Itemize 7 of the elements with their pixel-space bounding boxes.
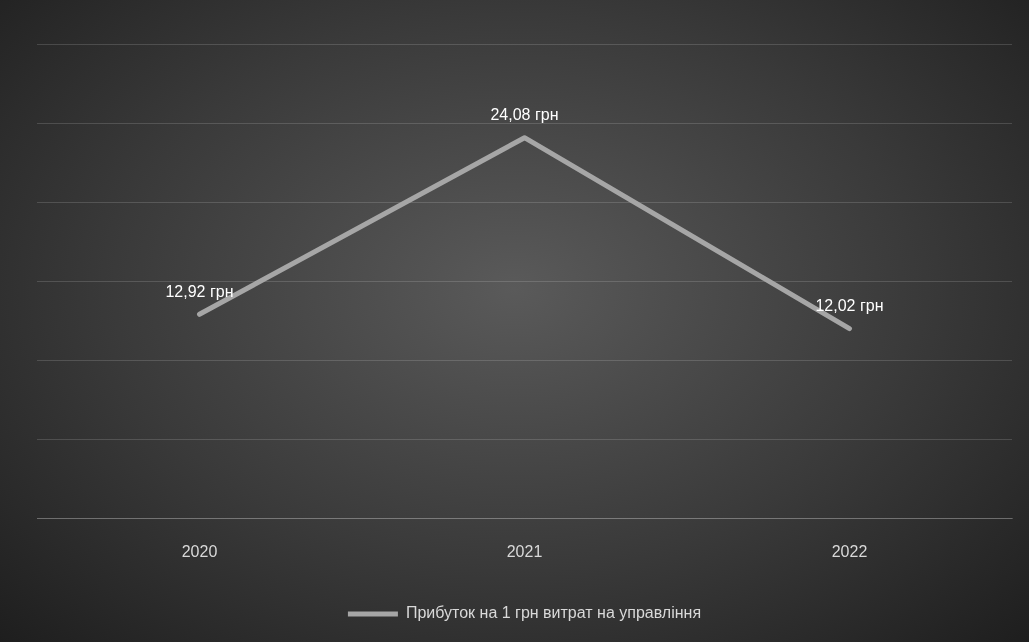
x-tick-label: 2020 (181, 542, 218, 560)
x-tick-label: 2022 (831, 542, 868, 560)
data-label: 12,92 грн (165, 282, 234, 300)
data-label: 24,08 грн (490, 106, 559, 124)
x-tick-label: 2021 (506, 542, 543, 560)
legend-label: Прибуток на 1 грн витрат на управління (405, 604, 702, 622)
data-label: 12,02 грн (815, 296, 884, 314)
